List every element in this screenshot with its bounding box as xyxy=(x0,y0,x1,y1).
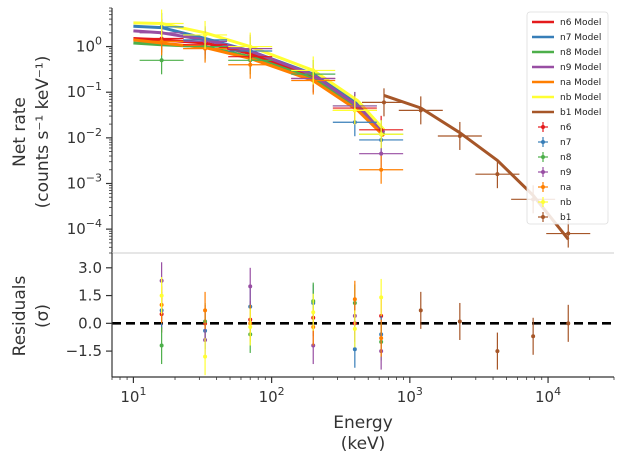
b1-residual-point xyxy=(495,349,500,354)
nb-residual-point xyxy=(379,295,384,300)
na-model-legend-label: na Model xyxy=(560,78,601,88)
n8-legend-label: n8 xyxy=(560,153,572,163)
residuals-y-axis-title-line2: (σ) xyxy=(33,304,53,328)
residuals-panel: −1.5 0.0 1.5 3.0 101 102 103 104 xyxy=(66,253,615,406)
y-tick-label: 1.5 xyxy=(78,287,102,305)
n9-residual-point xyxy=(248,284,253,289)
y-tick-label: 10−4 xyxy=(67,217,102,238)
b1-legend-marker xyxy=(541,215,545,219)
nb-residual-point xyxy=(311,310,316,315)
nb-residual-point xyxy=(352,326,357,331)
y-tick-label: 10−1 xyxy=(67,80,102,101)
y-tick-label: 3.0 xyxy=(78,259,102,277)
n9-model-legend-label: n9 Model xyxy=(560,63,601,73)
n7-legend-label: n7 xyxy=(560,138,571,148)
nb-legend-marker xyxy=(541,200,545,204)
n9-data-point xyxy=(379,151,384,156)
b1-model-legend-label: b1 Model xyxy=(560,108,601,118)
nb-residual-point xyxy=(159,293,164,298)
n6-legend-label: n6 xyxy=(560,123,572,133)
n8-legend-marker xyxy=(541,155,545,159)
data-points xyxy=(139,9,591,248)
nb-data-point xyxy=(379,132,384,137)
nb-legend-label: nb xyxy=(560,198,572,208)
x-tick-label: 103 xyxy=(397,385,423,406)
b1-legend-label: b1 xyxy=(560,213,571,223)
na-residual-point xyxy=(352,297,357,302)
b1-data-point xyxy=(418,108,423,113)
y-tick-label: −1.5 xyxy=(66,342,102,360)
n8-data-point xyxy=(159,58,164,63)
n9-legend-label: n9 xyxy=(560,168,572,178)
b1-residual-point xyxy=(457,319,462,324)
na-legend-marker xyxy=(541,185,545,189)
x-tick-label: 104 xyxy=(535,385,561,406)
spectrum-y-axis-title-line1: Net rate xyxy=(10,97,30,167)
n7-model-legend-label: n7 Model xyxy=(560,33,601,43)
nb-residual-point xyxy=(203,354,208,359)
n8-residual-point xyxy=(159,343,164,348)
na-data-point xyxy=(159,39,164,44)
b1-data-point xyxy=(381,100,386,105)
n9-legend-marker xyxy=(541,170,545,174)
spectrum-y-ticks: 10−4 10−3 10−2 10−1 100 xyxy=(67,7,112,254)
y-tick-label: 100 xyxy=(76,35,102,56)
b1-data-point xyxy=(457,133,462,138)
spectrum-panel: 10−4 10−3 10−2 10−1 100 xyxy=(67,7,591,254)
n6-legend-marker xyxy=(541,125,545,129)
na-legend-label: na xyxy=(560,183,571,193)
b1-residual-point xyxy=(566,321,571,326)
b1-data-point xyxy=(495,172,500,177)
residuals-y-axis-title-line1: Residuals xyxy=(10,276,30,357)
y-tick-label: 0.0 xyxy=(78,314,102,332)
spectrum-y-axis-title-line2: (counts s⁻¹ keV⁻¹) xyxy=(33,56,53,209)
na-residual-point xyxy=(379,336,384,341)
nb-residual-point xyxy=(248,325,253,330)
b1-data-point xyxy=(566,231,571,236)
n6-model-legend-label: n6 Model xyxy=(560,18,601,28)
residuals-y-ticks: −1.5 0.0 1.5 3.0 xyxy=(66,259,112,360)
na-data-point xyxy=(379,167,384,172)
nb-data-point xyxy=(248,44,253,49)
nb-model-legend-label: nb Model xyxy=(560,93,601,103)
nb-data-point xyxy=(311,68,316,73)
residual-points xyxy=(159,262,571,376)
energy-x-axis-title-line2: (keV) xyxy=(341,434,386,454)
na-data-point xyxy=(248,62,253,67)
nb-data-point xyxy=(203,32,208,37)
na-residual-point xyxy=(203,308,208,313)
legend-frame xyxy=(526,11,609,225)
nb-data-point xyxy=(159,21,164,26)
n7-residual-point xyxy=(352,347,357,352)
b1-residual-point xyxy=(531,334,536,339)
n7-legend-marker xyxy=(541,140,545,144)
x-tick-label: 101 xyxy=(120,385,146,406)
y-tick-label: 10−3 xyxy=(67,171,102,192)
energy-x-ticks: 101 102 103 104 xyxy=(111,377,615,406)
x-tick-label: 102 xyxy=(259,385,285,406)
nb-data-point xyxy=(352,108,357,113)
model-curves xyxy=(133,21,570,241)
y-tick-label: 10−2 xyxy=(67,126,102,147)
energy-x-axis-title-line1: Energy xyxy=(333,413,393,433)
b1-residual-point xyxy=(418,308,423,313)
legend: n6 Model n7 Model n8 Model n9 Model na Model… xyxy=(526,11,609,225)
n8-model-legend-label: n8 Model xyxy=(560,48,601,58)
